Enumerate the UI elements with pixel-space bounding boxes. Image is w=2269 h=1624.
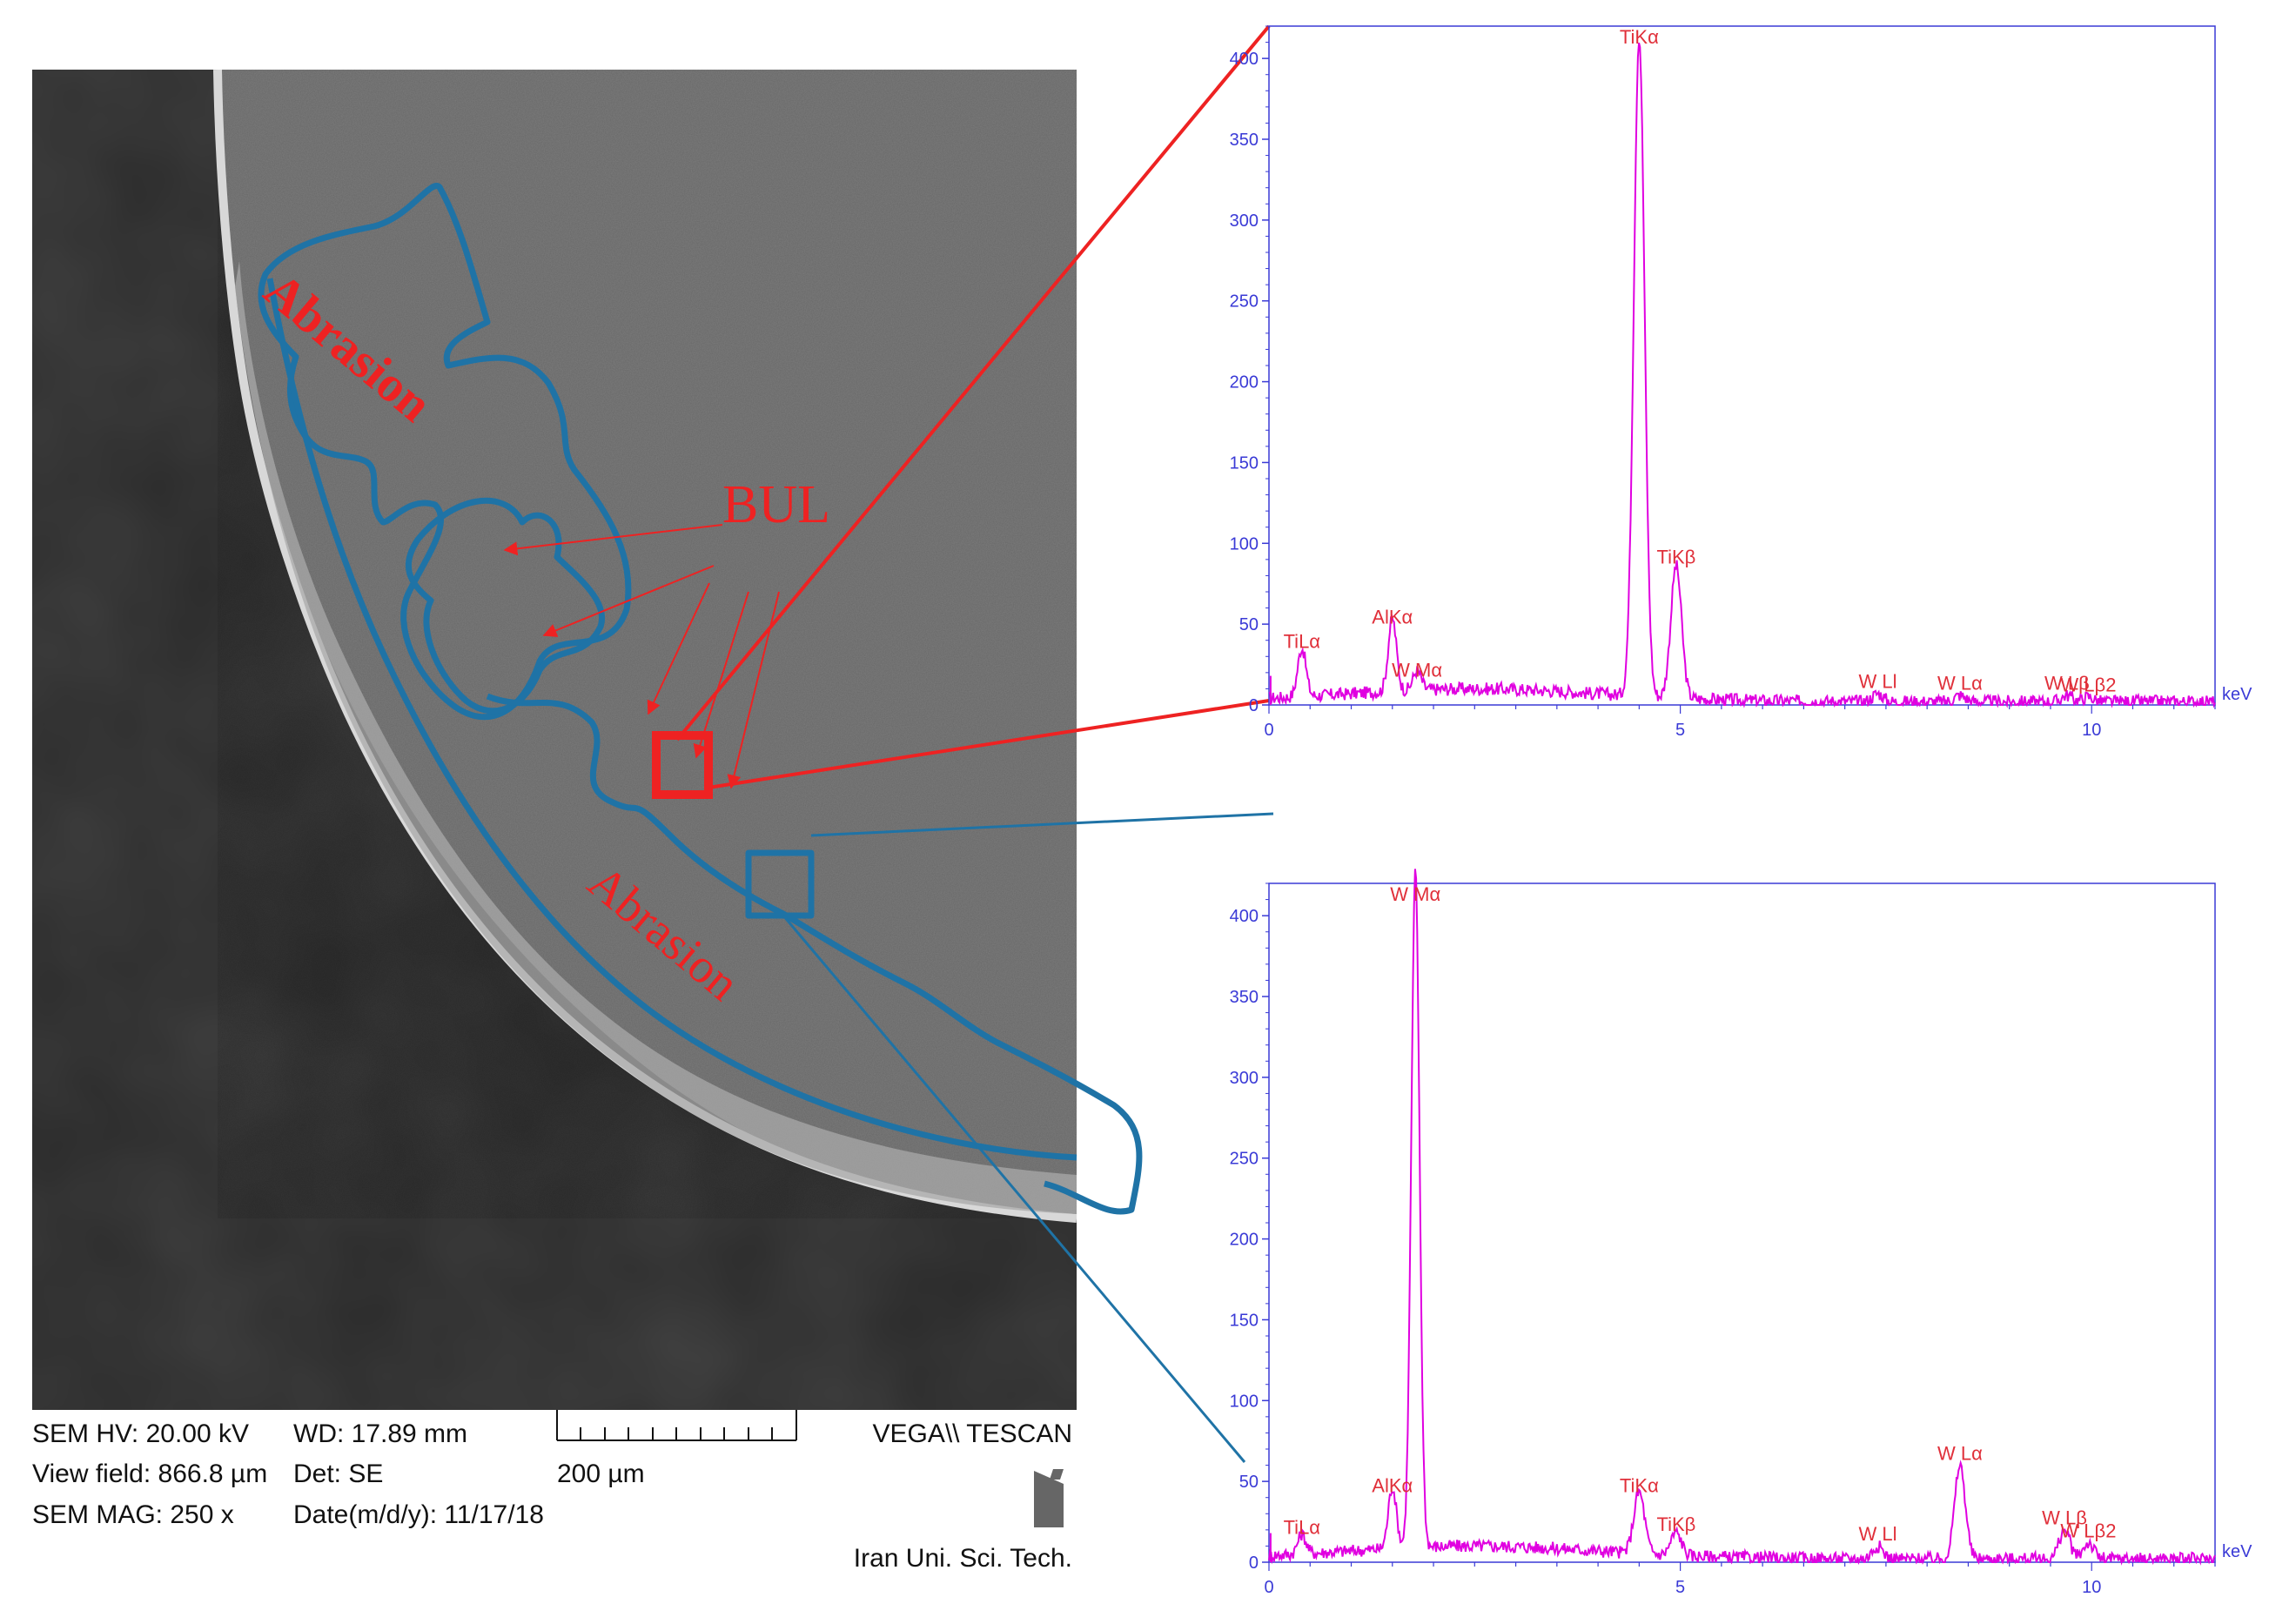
blue-connector-top: [810, 812, 1274, 837]
bul-arrow-4: [693, 591, 749, 759]
sem-date: Date(m/d/y): 11/17/18: [293, 1500, 544, 1529]
bul-label: BUL: [722, 475, 830, 534]
peak-label: W Ll: [1858, 671, 1896, 693]
y-tick-label: 200: [1230, 1231, 1259, 1250]
peak-label: TiLα: [1284, 630, 1321, 652]
sem-info-block: SEM HV: 20.00 kV View field: 866.8 µm SE…: [32, 1410, 1072, 1573]
eds-spectrum-top: 0 50 100 150 200 250 300 350 400 0 5 10 keV TiLα AlKα W…: [1230, 25, 2252, 740]
peak-label: TiLα: [1284, 1517, 1321, 1539]
peak-label: W Mα: [1392, 660, 1442, 681]
peak-label: W Lα: [1937, 673, 1983, 695]
abrasion-region-outlines: [258, 183, 1143, 1215]
peak-label: W Lβ: [2044, 673, 2090, 695]
x-tick-label: 0: [1264, 721, 1273, 740]
y-tick-label: 50: [1239, 615, 1259, 634]
peak-label: W Lβ2: [2060, 1520, 2116, 1541]
peak-label: W Ll: [1858, 1523, 1896, 1545]
scale-bar: [556, 1410, 797, 1441]
x-tick-label: 5: [1675, 721, 1685, 740]
peak-label: TiKβ: [1656, 1513, 1695, 1535]
peak-label: AlKα: [1372, 1474, 1413, 1496]
x-tick-label: 10: [2082, 1578, 2101, 1597]
abrasion-outline-edge: [266, 278, 1077, 1161]
peak-label: W Lβ2: [2060, 674, 2116, 695]
bul-arrow-1: [503, 524, 723, 556]
x-tick-label: 10: [2082, 721, 2101, 740]
y-tick-label: 0: [1249, 696, 1259, 715]
abrasion-outline-upper: [258, 183, 632, 721]
peak-label: TiKα: [1620, 1474, 1659, 1496]
y-tick-label: 50: [1239, 1473, 1259, 1492]
blue-connector-bottom: [782, 915, 1246, 1463]
bul-arrow-3: [647, 582, 710, 715]
sem-wd: WD: 17.89 mm: [293, 1419, 467, 1448]
sem-hv: SEM HV: 20.00 kV: [32, 1419, 249, 1448]
sem-micrograph: [32, 70, 1077, 1410]
x-tick-label: 5: [1675, 1578, 1685, 1597]
abrasion-outline-lower: [486, 693, 1143, 1215]
y-tick-label: 350: [1230, 131, 1259, 150]
tool-surface-grain: [218, 70, 1077, 1218]
spectrum-line: [1268, 869, 2216, 1566]
y-tick-label: 350: [1230, 988, 1259, 1007]
y-tick-label: 250: [1230, 1150, 1259, 1169]
y-tick-label: 300: [1230, 1069, 1259, 1088]
x-unit-label: keV: [2222, 685, 2252, 704]
peak-label: TiKβ: [1656, 547, 1695, 568]
y-tick-label: 150: [1230, 1311, 1259, 1330]
sem-det: Det: SE: [293, 1460, 383, 1488]
x-tick-label: 0: [1264, 1578, 1273, 1597]
y-tick-label: 200: [1230, 373, 1259, 393]
bul-outline: [405, 497, 606, 715]
x-unit-label: keV: [2222, 1542, 2252, 1561]
instrument-label: VEGA\\ TESCAN: [872, 1419, 1072, 1448]
peak-label: TiKα: [1620, 26, 1659, 48]
red-connector-bottom: [708, 699, 1270, 789]
y-tick-label: 400: [1230, 907, 1259, 926]
peak-label: W Lα: [1937, 1442, 1983, 1464]
peak-label: AlKα: [1372, 606, 1413, 627]
y-tick-label: 0: [1249, 1554, 1259, 1573]
y-tick-label: 400: [1230, 50, 1259, 69]
sem-view-field: View field: 866.8 µm: [32, 1460, 267, 1488]
y-tick-label: 250: [1230, 292, 1259, 312]
bul-arrow-2: [542, 565, 715, 637]
blue-analysis-box: [745, 849, 815, 919]
peak-label: W Mα: [1390, 883, 1440, 905]
y-tick-label: 300: [1230, 211, 1259, 231]
tescan-logo-icon: [1034, 1469, 1064, 1527]
y-tick-label: 100: [1230, 534, 1259, 554]
scale-bar-label: 200 µm: [557, 1460, 645, 1488]
plot-frame: [1268, 25, 2216, 706]
connector-lines: [675, 24, 1274, 1463]
sem-mag: SEM MAG: 250 x: [32, 1500, 234, 1529]
spectrum-line: [1268, 42, 2216, 708]
peak-label: W Lβ: [2042, 1507, 2087, 1529]
eds-spectrum-bottom: 0 50 100 150 200 250 300 350 400 0 5 10 keV TiLα AlKα W…: [1230, 869, 2252, 1597]
y-tick-label: 150: [1230, 453, 1259, 473]
red-connector-top: [675, 24, 1271, 742]
y-tick-label: 100: [1230, 1392, 1259, 1411]
institution-label: Iran Uni. Sci. Tech.: [854, 1544, 1072, 1573]
